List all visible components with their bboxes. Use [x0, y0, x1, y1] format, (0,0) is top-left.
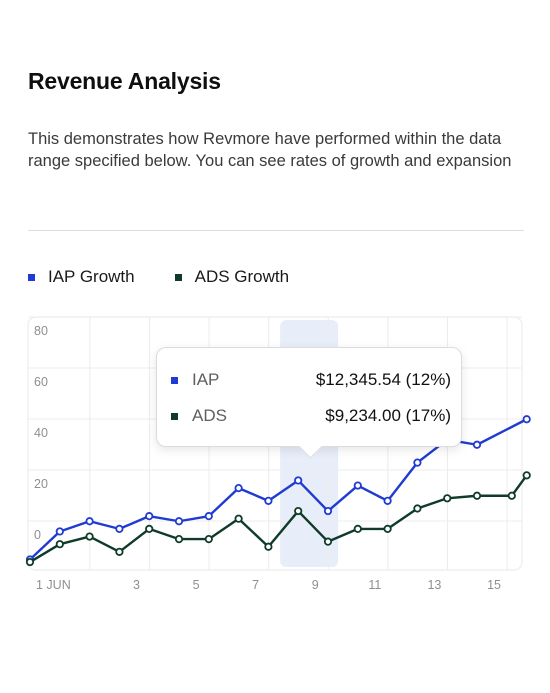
legend-label-iap: IAP Growth	[48, 267, 135, 286]
series-point-1	[115, 547, 124, 556]
tooltip-row-iap: IAP $12,345.54 (12%)	[171, 368, 451, 392]
series-point-1	[294, 506, 303, 516]
series-point-1	[264, 542, 273, 551]
tooltip-label-ads: ADS	[192, 406, 227, 425]
y-tick-label: 40	[34, 426, 48, 440]
series-point-1	[145, 524, 154, 533]
y-tick-label: 20	[34, 477, 48, 491]
chart-tooltip: IAP $12,345.54 (12%) ADS $9,234.00 (17%)	[156, 347, 462, 459]
series-point-0	[264, 496, 273, 505]
series-point-1	[204, 535, 213, 544]
tooltip-label-iap: IAP	[192, 370, 220, 389]
series-point-1	[174, 535, 184, 544]
x-tick-label: 7	[252, 578, 259, 592]
legend-swatch-ads	[174, 273, 182, 281]
series-point-0	[145, 512, 154, 521]
legend-item-ads[interactable]: ADS Growth	[174, 267, 290, 287]
page-title: Revenue Analysis	[28, 68, 221, 94]
series-point-1	[507, 491, 516, 500]
series-point-1	[234, 514, 243, 523]
series-point-1	[443, 494, 452, 503]
tooltip-swatch-iap	[171, 376, 178, 384]
series-point-1	[25, 557, 35, 567]
series-point-1	[413, 504, 422, 513]
y-tick-label: 0	[34, 528, 41, 542]
series-line-1	[29, 474, 528, 564]
legend-swatch-iap	[28, 273, 35, 281]
x-tick-label: 13	[427, 578, 441, 592]
legend-label-ads: ADS Growth	[194, 267, 290, 286]
x-tick-label: 15	[487, 578, 501, 592]
series-point-0	[115, 524, 124, 533]
chart-legend: IAP Growth ADS Growth	[28, 267, 329, 287]
series-point-0	[472, 440, 482, 449]
legend-item-iap[interactable]: IAP Growth	[28, 267, 135, 287]
series-point-0	[522, 415, 531, 424]
series-point-0	[234, 484, 243, 493]
series-point-1	[472, 491, 482, 500]
series-point-0	[204, 512, 213, 521]
series-point-0	[413, 458, 422, 467]
tooltip-value-iap: $12,345.54 (12%)	[315, 370, 451, 389]
series-point-0	[55, 527, 64, 536]
series-point-0	[294, 476, 303, 485]
series-point-1	[522, 471, 531, 480]
series-point-0	[353, 481, 362, 490]
tooltip-row-ads: ADS $9,234.00 (17%)	[171, 404, 451, 428]
series-point-1	[353, 524, 362, 533]
x-tick-label: 5	[193, 578, 200, 592]
series-point-0	[383, 496, 392, 505]
series-point-1	[55, 540, 64, 549]
x-tick-label: 3	[133, 578, 140, 592]
series-point-0	[85, 517, 94, 526]
x-tick-label: 1 JUN	[36, 578, 71, 592]
tooltip-swatch-ads	[171, 412, 178, 420]
series-point-1	[85, 532, 94, 541]
y-tick-label: 60	[34, 375, 48, 389]
page-description: This demonstrates how Revmore have perfo…	[28, 130, 512, 170]
series-point-1	[323, 537, 333, 546]
series-point-0	[323, 506, 333, 516]
y-tick-label: 80	[34, 324, 48, 338]
series-point-0	[174, 517, 184, 526]
series-point-1	[383, 524, 392, 533]
tooltip-value-ads: $9,234.00 (17%)	[325, 406, 451, 425]
x-tick-label: 11	[368, 578, 381, 592]
divider	[28, 230, 524, 231]
x-tick-label: 9	[312, 578, 319, 592]
